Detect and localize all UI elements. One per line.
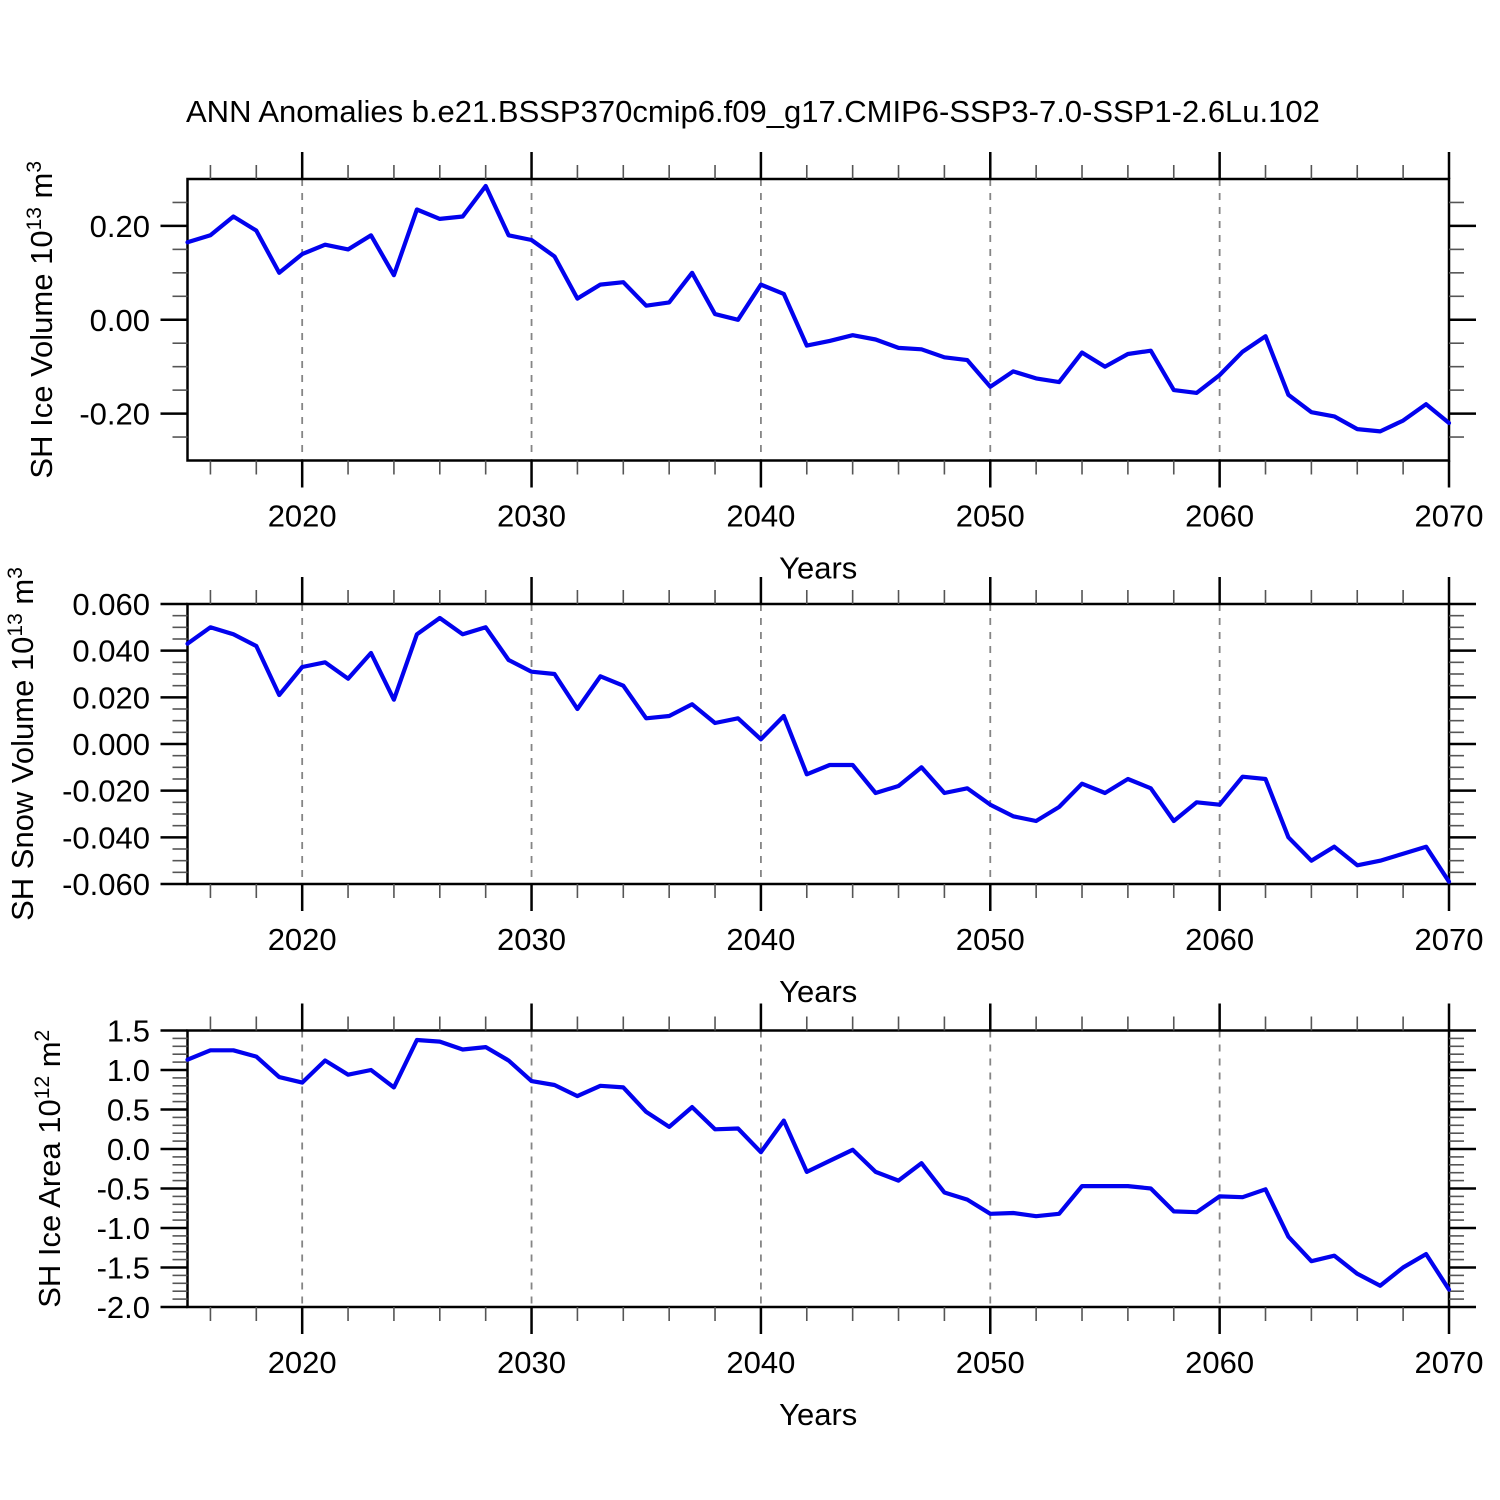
minor-ticks [172,1016,1464,1321]
x-axis-title: Years [779,551,857,586]
x-tick-label: 2070 [1415,922,1484,957]
chart-sh-ice-area: 2020 2030 2040 2050 2060 2070 1.5 1.0 0.5 0.0 -0.5… [31,1003,1484,1432]
x-tick-label: 2020 [268,499,337,534]
x-tick-label: 2050 [956,1345,1025,1380]
y-tick-label: -1.0 [97,1211,150,1246]
y-tick-label: -0.20 [79,397,150,432]
x-tick-label: 2050 [956,499,1025,534]
chart-sh-snow-volume: 2020 2030 2040 2050 2060 2070 0.060 0.040 0.020 0… [4,567,1483,1009]
x-tick-label: 2030 [497,499,566,534]
ticks [160,152,1476,488]
plot-frame [186,602,1451,886]
y-tick-label: -0.060 [62,867,150,902]
figure-title: ANN Anomalies b.e21.BSSP370cmip6.f09_g17… [186,94,1320,129]
x-tick-label: 2060 [1185,1345,1254,1380]
y-tick-label: -0.020 [62,774,150,809]
y-tick-label: -2.0 [97,1290,150,1325]
y-tick-label: -1.5 [97,1251,150,1286]
ticks [160,577,1476,911]
x-axis-title: Years [779,1397,857,1432]
minor-ticks [172,165,1464,475]
y-tick-label: 0.000 [72,727,150,762]
y-tick-label: 0.0 [107,1132,150,1167]
x-tick-label: 2030 [497,922,566,957]
x-tick-label: 2020 [268,1345,337,1380]
x-tick-label: 2020 [268,922,337,957]
x-tick-label: 2060 [1185,922,1254,957]
y-tick-label: 0.00 [90,303,150,338]
x-tick-label: 2040 [726,499,795,534]
y-axis-title: SH Ice Volume 1013 m3 [23,161,59,479]
y-axis-title: SH Ice Area 1012 m2 [31,1030,67,1308]
plot-frame [186,177,1451,462]
x-tick-label: 2070 [1415,499,1484,534]
x-tick-label: 2060 [1185,499,1254,534]
y-tick-label: 1.0 [107,1053,150,1088]
sh-snow-volume-line [185,615,1452,884]
x-axis-title: Years [779,974,857,1009]
ticks [160,1003,1476,1334]
y-tick-label: -0.040 [62,820,150,855]
y-tick-label: 0.20 [90,209,150,244]
y-tick-label: 0.5 [107,1093,150,1128]
y-tick-label: 0.060 [72,587,150,622]
plot-frame [186,1029,1451,1309]
y-tick-label: 1.5 [107,1014,150,1049]
minor-ticks [172,590,1464,898]
y-tick-label: 0.040 [72,634,150,669]
x-tick-label: 2070 [1415,1345,1484,1380]
x-tick-label: 2040 [726,1345,795,1380]
sh-ice-volume-line [185,183,1452,434]
charts-root: 2020 2030 2040 2050 2060 2070 0.20 0.00 -0.20 Yea… [4,152,1483,1432]
y-tick-label: 0.020 [72,680,150,715]
y-tick-label: -0.5 [97,1172,150,1207]
chart-sh-ice-volume: 2020 2030 2040 2050 2060 2070 0.20 0.00 -0.20 Yea… [23,152,1483,586]
y-axis-title: SH Snow Volume 1013 m3 [4,567,40,921]
x-tick-label: 2050 [956,922,1025,957]
x-tick-label: 2030 [497,1345,566,1380]
x-tick-label: 2040 [726,922,795,957]
sh-ice-area-line [185,1037,1452,1292]
